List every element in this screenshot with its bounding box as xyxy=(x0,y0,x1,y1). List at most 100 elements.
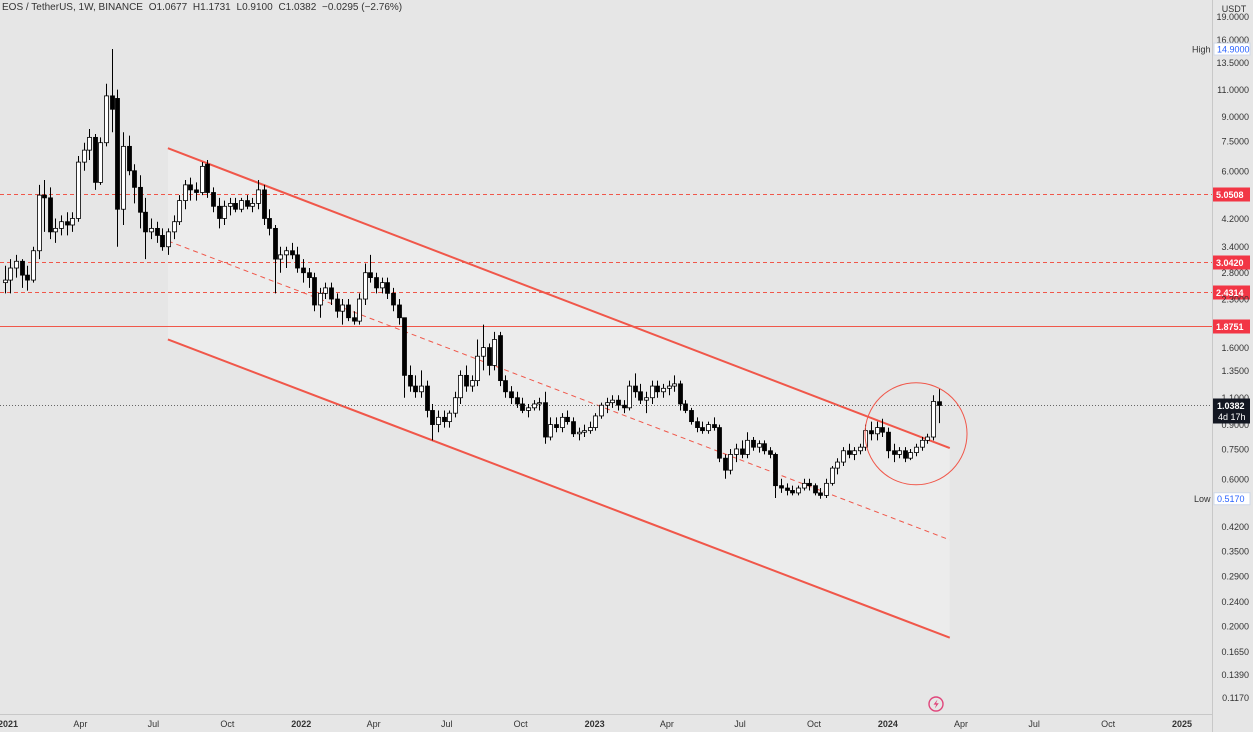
candle xyxy=(87,128,92,161)
candle xyxy=(847,443,852,459)
candle xyxy=(768,447,773,459)
candle-body xyxy=(813,485,818,494)
candle-body xyxy=(498,335,503,382)
candle-body xyxy=(554,424,559,428)
legend-open: O1.0677 xyxy=(148,2,188,13)
legend-high: H1.1731 xyxy=(192,2,231,13)
candle-body xyxy=(323,287,328,294)
candle-body xyxy=(908,452,913,459)
y-tick-label: 9.0000 xyxy=(1221,112,1249,122)
candle xyxy=(48,187,53,240)
candle-body xyxy=(127,145,132,172)
level-price-label: 3.0420 xyxy=(1216,258,1244,268)
candle xyxy=(503,375,508,398)
channel-fill xyxy=(167,148,950,638)
x-tick-label: Apr xyxy=(954,719,968,729)
x-tick-label: Oct xyxy=(807,719,822,729)
axis-currency: USDT xyxy=(1222,4,1247,14)
candle-body xyxy=(728,454,733,471)
candle-body xyxy=(875,427,880,435)
candle xyxy=(751,437,756,451)
tv-logo-icon[interactable] xyxy=(928,696,944,712)
candle xyxy=(273,224,278,294)
candle xyxy=(127,135,132,176)
candle-body xyxy=(104,95,109,144)
candle xyxy=(717,424,722,463)
candle-body xyxy=(245,200,250,207)
candle-body xyxy=(205,163,210,193)
candle xyxy=(700,421,705,434)
candle xyxy=(807,478,812,491)
candle xyxy=(453,391,458,418)
candle-body xyxy=(228,203,233,207)
candle xyxy=(835,458,840,475)
candle xyxy=(172,215,177,240)
candle xyxy=(346,299,351,322)
candle-body xyxy=(672,383,677,387)
candle xyxy=(790,485,795,496)
candle xyxy=(734,443,739,463)
candle-body xyxy=(346,304,351,319)
candle xyxy=(447,410,452,428)
candle-body xyxy=(487,347,492,366)
candle xyxy=(419,370,424,398)
y-tick-label: 3.4000 xyxy=(1221,242,1249,252)
candle xyxy=(8,259,13,294)
candle-body xyxy=(745,439,750,455)
candle-body xyxy=(329,287,334,300)
candle xyxy=(155,221,160,243)
candle-body xyxy=(548,424,553,438)
candle xyxy=(110,49,115,133)
candle-body xyxy=(723,457,728,471)
time-axis[interactable]: 2021 Apr Jul Oct 2022 Apr Jul Oct 2023 Apr Jul Oct 2… xyxy=(0,719,1192,729)
candle-body xyxy=(650,385,655,399)
candle-body xyxy=(363,272,368,300)
candle xyxy=(577,427,582,441)
candle xyxy=(892,443,897,463)
candle xyxy=(340,299,345,325)
candle-body xyxy=(841,450,846,463)
candle xyxy=(42,179,47,232)
last-price-countdown: 4d 17h xyxy=(1218,412,1246,422)
y-tick-label: 1.6000 xyxy=(1221,343,1249,353)
x-tick-label: Jul xyxy=(441,719,453,729)
candle xyxy=(295,246,300,273)
candle-body xyxy=(599,404,604,417)
candle xyxy=(616,395,621,411)
candle-body xyxy=(194,189,199,193)
y-tick-label: 11.0000 xyxy=(1217,85,1249,95)
candle xyxy=(908,448,913,461)
level-price-label: 5.0508 xyxy=(1216,190,1244,200)
candle-body xyxy=(183,184,188,202)
candle-body xyxy=(824,482,829,496)
candle xyxy=(920,437,925,451)
y-tick-label: 2.3000 xyxy=(1221,295,1249,305)
candle xyxy=(93,133,98,190)
candle xyxy=(425,380,430,418)
candle xyxy=(413,375,418,398)
candle xyxy=(53,218,58,243)
legend-close: C1.0382 xyxy=(278,2,317,13)
candle xyxy=(284,246,289,269)
candle-body xyxy=(577,431,582,435)
candle xyxy=(728,448,733,475)
candle xyxy=(543,391,548,444)
candle xyxy=(858,443,863,455)
candle-body xyxy=(408,374,413,387)
candle xyxy=(610,395,615,408)
candle-body xyxy=(717,427,722,459)
candle xyxy=(644,391,649,414)
level-price-label: 1.8751 xyxy=(1216,322,1244,332)
candle xyxy=(329,282,334,305)
candle xyxy=(723,454,728,479)
level-price-box xyxy=(1213,319,1250,334)
candle-body xyxy=(830,467,835,484)
candle xyxy=(661,383,666,398)
candle xyxy=(464,365,469,392)
y-tick-label: 4.2000 xyxy=(1221,214,1249,224)
candle xyxy=(357,293,362,325)
price-axis[interactable]: 5.0508 3.0420 2.4314 1.8751 19.0000 16.0000 13… xyxy=(1192,12,1251,703)
candle xyxy=(211,187,216,213)
candle-body xyxy=(65,221,70,226)
